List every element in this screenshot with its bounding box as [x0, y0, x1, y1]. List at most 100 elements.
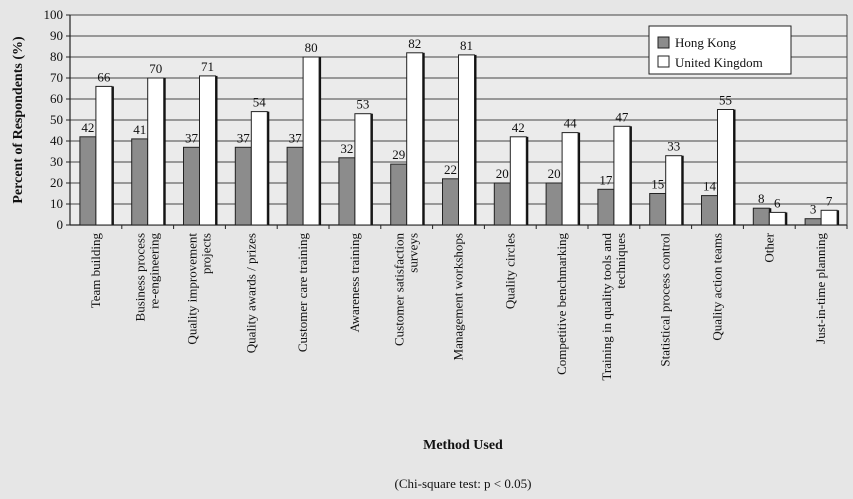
data-label-united-kingdom: 42	[512, 120, 525, 135]
bar-united-kingdom	[147, 77, 165, 226]
data-label-united-kingdom: 53	[356, 97, 369, 112]
data-label-united-kingdom: 66	[97, 69, 111, 84]
data-label-united-kingdom: 44	[564, 116, 578, 131]
bar-united-kingdom	[509, 136, 527, 226]
bar-hong-kong	[701, 195, 718, 226]
y-tick-label: 80	[50, 49, 63, 64]
y-tick-label: 0	[57, 217, 64, 232]
bar-united-kingdom	[820, 209, 838, 226]
category-label-line: Business process	[133, 233, 148, 321]
bar-united-kingdom	[561, 132, 579, 226]
data-labels: 42 66 41 70 37 71 37 54 37 80 32 53 29 82 22 81 20 42 20 44…	[81, 36, 832, 217]
category-label: Quality circles	[502, 233, 517, 309]
category-label-line: Customer care training	[295, 233, 310, 353]
category-label-line: Just-in-time planning	[813, 233, 828, 344]
bar-hong-kong	[752, 207, 770, 226]
category-label: Quality improvementprojects	[185, 233, 214, 345]
data-label-united-kingdom: 54	[253, 95, 267, 110]
chi-square-note: (Chi-square test: p < 0.05)	[395, 476, 532, 491]
bar-united-kingdom	[250, 111, 268, 226]
bar-hong-kong	[493, 182, 511, 226]
bar-united-kingdom	[613, 125, 631, 226]
data-label-hong-kong: 29	[392, 147, 405, 162]
category-label-line: Competitive benchmarking	[554, 233, 569, 375]
data-label-hong-kong: 37	[237, 130, 251, 145]
y-tick-label: 40	[50, 133, 63, 148]
data-label-hong-kong: 15	[651, 177, 664, 192]
data-label-united-kingdom: 6	[774, 195, 781, 210]
y-tick-label: 30	[50, 154, 63, 169]
category-label-line: Quality awards / prizes	[243, 233, 258, 353]
category-label-line: surveys	[406, 233, 421, 273]
bar-united-kingdom	[302, 56, 320, 226]
bar-hong-kong	[442, 178, 459, 226]
data-label-united-kingdom: 81	[460, 38, 473, 53]
data-label-united-kingdom: 55	[719, 93, 732, 108]
bar-hong-kong	[649, 193, 667, 226]
bar-hong-kong	[545, 182, 563, 226]
x-axis-title: Method Used	[423, 438, 503, 453]
category-label-line: techniques	[613, 233, 628, 289]
bar-united-kingdom	[354, 113, 372, 226]
category-label: Quality awards / prizes	[243, 233, 258, 353]
bar-united-kingdom	[665, 155, 683, 226]
category-label-line: Quality circles	[502, 233, 517, 309]
bar-hong-kong	[338, 157, 356, 226]
category-label-line: Other	[761, 232, 776, 262]
bar-united-kingdom	[717, 109, 734, 226]
legend-box	[648, 25, 792, 75]
data-label-united-kingdom: 71	[201, 59, 214, 74]
y-tick-label: 10	[50, 196, 63, 211]
category-label: Just-in-time planning	[813, 233, 828, 344]
y-axis-title: Percent of Respondents (%)	[11, 36, 26, 204]
bar-hong-kong	[286, 146, 304, 226]
bar-united-kingdom	[199, 75, 216, 226]
data-label-hong-kong: 41	[133, 122, 146, 137]
data-label-united-kingdom: 33	[667, 139, 680, 154]
data-label-hong-kong: 37	[289, 130, 303, 145]
data-label-hong-kong: 8	[758, 191, 765, 206]
y-tick-label: 20	[50, 175, 63, 190]
category-label: Training in quality tools andtechniques	[599, 233, 628, 381]
category-label-line: re-engineering	[147, 233, 162, 309]
data-label-hong-kong: 37	[185, 130, 199, 145]
data-label-hong-kong: 3	[810, 202, 817, 217]
bars	[79, 52, 840, 226]
y-tick-label: 50	[50, 112, 63, 127]
bar-hong-kong	[131, 138, 149, 226]
category-label: Business processre-engineering	[133, 233, 162, 322]
legend-label-united-kingdom: United Kingdom	[675, 55, 763, 70]
category-label: Quality action teams	[710, 233, 725, 341]
data-label-united-kingdom: 80	[305, 40, 318, 55]
bar-hong-kong	[183, 146, 200, 226]
data-label-united-kingdom: 82	[408, 36, 421, 51]
category-label-line: Quality action teams	[710, 233, 725, 341]
category-label: Customer care training	[295, 233, 310, 353]
category-label: Awareness training	[347, 233, 362, 333]
data-label-hong-kong: 22	[444, 162, 457, 177]
category-label-line: Customer satisfaction	[392, 233, 407, 347]
category-label-line: Team building	[88, 233, 103, 309]
data-label-united-kingdom: 7	[826, 193, 833, 208]
bar-hong-kong	[234, 146, 252, 226]
data-label-hong-kong: 42	[81, 120, 94, 135]
legend: Hong Kong United Kingdom	[648, 25, 792, 75]
bar-united-kingdom	[768, 211, 786, 226]
legend-swatch-hong-kong	[657, 36, 670, 49]
category-label: Statistical process control	[658, 233, 673, 367]
data-label-united-kingdom: 70	[149, 61, 162, 76]
y-tick-label: 100	[44, 7, 64, 22]
y-tick-label: 60	[50, 91, 63, 106]
data-label-hong-kong: 17	[599, 172, 613, 187]
bar-hong-kong	[597, 188, 615, 226]
category-label-line: Management workshops	[451, 233, 466, 360]
category-label-line: projects	[199, 233, 214, 274]
category-label-line: Statistical process control	[658, 233, 673, 367]
legend-swatch-united-kingdom	[657, 55, 670, 68]
bar-united-kingdom	[458, 54, 475, 226]
data-label-hong-kong: 20	[496, 166, 509, 181]
category-label-line: Awareness training	[347, 233, 362, 333]
category-label: Other	[761, 232, 776, 262]
